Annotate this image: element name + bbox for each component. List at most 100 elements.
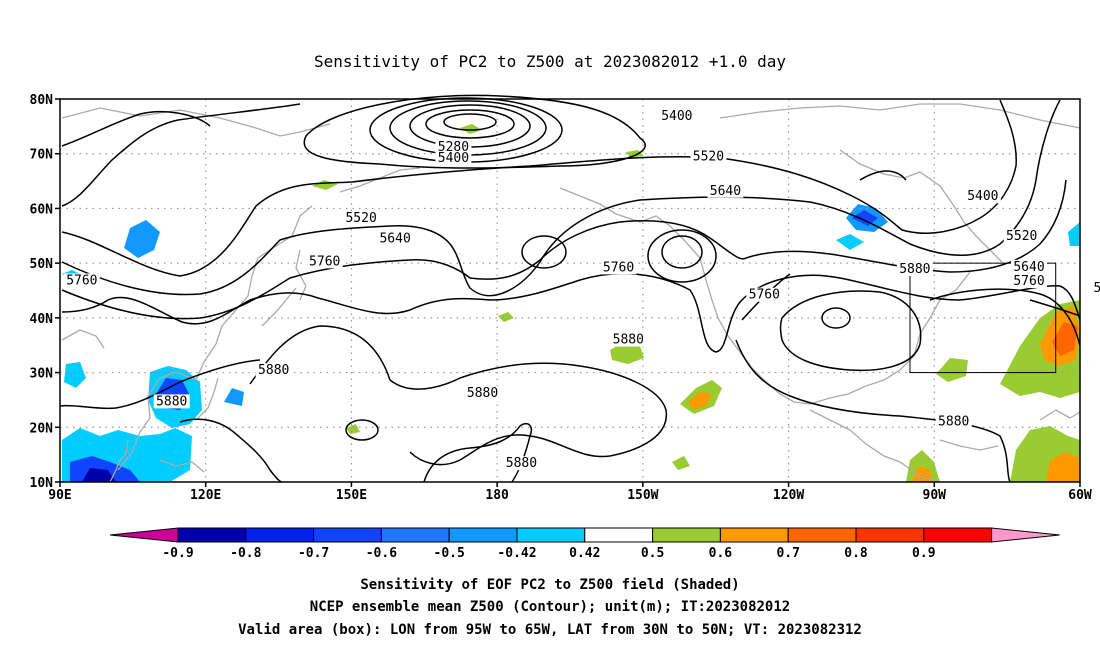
contour-line (61, 99, 1017, 277)
contour-label-bg (746, 287, 783, 302)
lon-tick-label: 120W (773, 488, 804, 503)
negative-sensitivity-patch (124, 220, 160, 258)
colorbar-min-arrow (109, 527, 179, 543)
lon-tick-label: 150E (336, 488, 367, 503)
contour-label-bg (255, 363, 292, 378)
contour-label: 5880 (156, 394, 187, 409)
contour-label-bg (435, 139, 472, 154)
colorbar-label: -0.42 (497, 546, 536, 561)
contour-line (425, 109, 515, 139)
lat-tick-label: 60N (30, 202, 54, 217)
positive-sensitivity-patch (1046, 452, 1080, 482)
contour-label-bg (503, 456, 540, 471)
latitude-axis: 80N 70N 60N 50N 40N 30N 20N 10N (30, 93, 60, 491)
colorbar-label: 0.9 (912, 546, 935, 561)
valid-area-box (909, 262, 1057, 374)
contour-line (61, 99, 1061, 297)
contour-line (443, 113, 497, 131)
sensitivity-shading (62, 124, 1080, 482)
caption-line-1: Sensitivity of EOF PC2 to Z500 field (Sh… (360, 577, 739, 593)
colorbar-box (313, 527, 382, 543)
gridlines (60, 99, 1080, 482)
positive-sensitivity-patch (626, 150, 644, 158)
colorbar-max-arrow (991, 527, 1060, 543)
colorbar-box (787, 527, 857, 543)
positive-sensitivity-patch (672, 456, 690, 470)
negative-sensitivity-patch (64, 362, 86, 388)
positive-sensitivity-patch (346, 424, 360, 434)
colorbar-box (448, 527, 518, 543)
colorbar-box (652, 527, 721, 543)
positive-sensitivity-patch (906, 450, 940, 482)
contour-label: 5880 (467, 386, 498, 401)
lat-tick-label: 80N (30, 93, 54, 108)
positive-sensitivity-patch (936, 358, 968, 382)
contour-label-bg (63, 273, 100, 288)
lon-tick-label: 180 (485, 488, 509, 503)
contour-label-bg (464, 386, 501, 401)
negative-sensitivity-patch (852, 210, 878, 226)
coastlines (61, 103, 1081, 483)
contour-line (859, 170, 907, 181)
lat-tick-label: 30N (30, 367, 54, 382)
contour-label-bg (343, 211, 380, 226)
contour-label: 5880 (899, 262, 930, 277)
colorbar-label: -0.5 (434, 546, 465, 561)
contour-label: 5520 (1006, 229, 1037, 244)
contour-label-bg (600, 260, 637, 275)
contour-label: 5880 (938, 415, 969, 430)
contour-label: 5880 (613, 333, 644, 348)
contour-label-bg (1011, 274, 1047, 289)
contour-line (423, 422, 532, 483)
contour-label: 5760 (603, 260, 634, 275)
contour-line (303, 94, 646, 169)
colorbar-label: -0.6 (366, 546, 397, 561)
positive-sensitivity-patch (460, 124, 482, 134)
contour-line (179, 418, 283, 483)
contour-label-bg (610, 332, 647, 347)
contour-label-bg (1011, 259, 1047, 274)
negative-sensitivity-patch (836, 234, 864, 250)
contour-line (661, 235, 703, 269)
map-frame (59, 98, 1081, 483)
lat-tick-label: 10N (30, 476, 54, 491)
contour-line (61, 272, 1081, 353)
contour-label: 5640 (1013, 260, 1044, 275)
lon-tick-label: 90W (923, 488, 947, 503)
contour-label-bg (896, 261, 933, 276)
positive-sensitivity-patch (1052, 322, 1078, 356)
colorbar-box (923, 527, 993, 543)
colorbar-label: 0.7 (776, 546, 799, 561)
contour-label: 5760 (309, 254, 340, 269)
contour-label: 5880 (506, 456, 537, 471)
lat-tick-label: 40N (30, 312, 54, 327)
contour-line (1029, 299, 1081, 317)
colorbar-label: 0.6 (709, 546, 733, 561)
contour-label: 5520 (345, 211, 376, 226)
lon-tick-label: 120E (190, 488, 221, 503)
contour-label-bg (690, 149, 727, 164)
contour-label-bg (707, 183, 744, 198)
colorbar-box (584, 527, 654, 543)
contour-label: 5760 (66, 273, 97, 288)
contour-line (61, 103, 301, 207)
contour-label: 5520 (693, 149, 724, 164)
contour-line (735, 339, 1011, 483)
contour-label: 5640 (710, 184, 741, 199)
contour-line (929, 288, 1081, 347)
lon-tick-label: 60W (1068, 488, 1092, 503)
contour-line (345, 419, 379, 441)
negative-sensitivity-patch (1068, 222, 1080, 246)
contour-label: 5760 (1013, 274, 1044, 289)
figure-title: Sensitivity of PC2 to Z500 at 2023082012… (314, 52, 786, 71)
positive-sensitivity-patch (498, 312, 514, 322)
contour-label: 5880 (258, 363, 289, 378)
contour-label-bg (306, 254, 343, 269)
contour-label-bg (935, 414, 972, 429)
contour-label-bg (435, 150, 472, 165)
lat-tick-label: 20N (30, 421, 54, 436)
longitude-axis: 90E 120E 150E 180 150W 120W 90W 60W (48, 482, 1092, 503)
